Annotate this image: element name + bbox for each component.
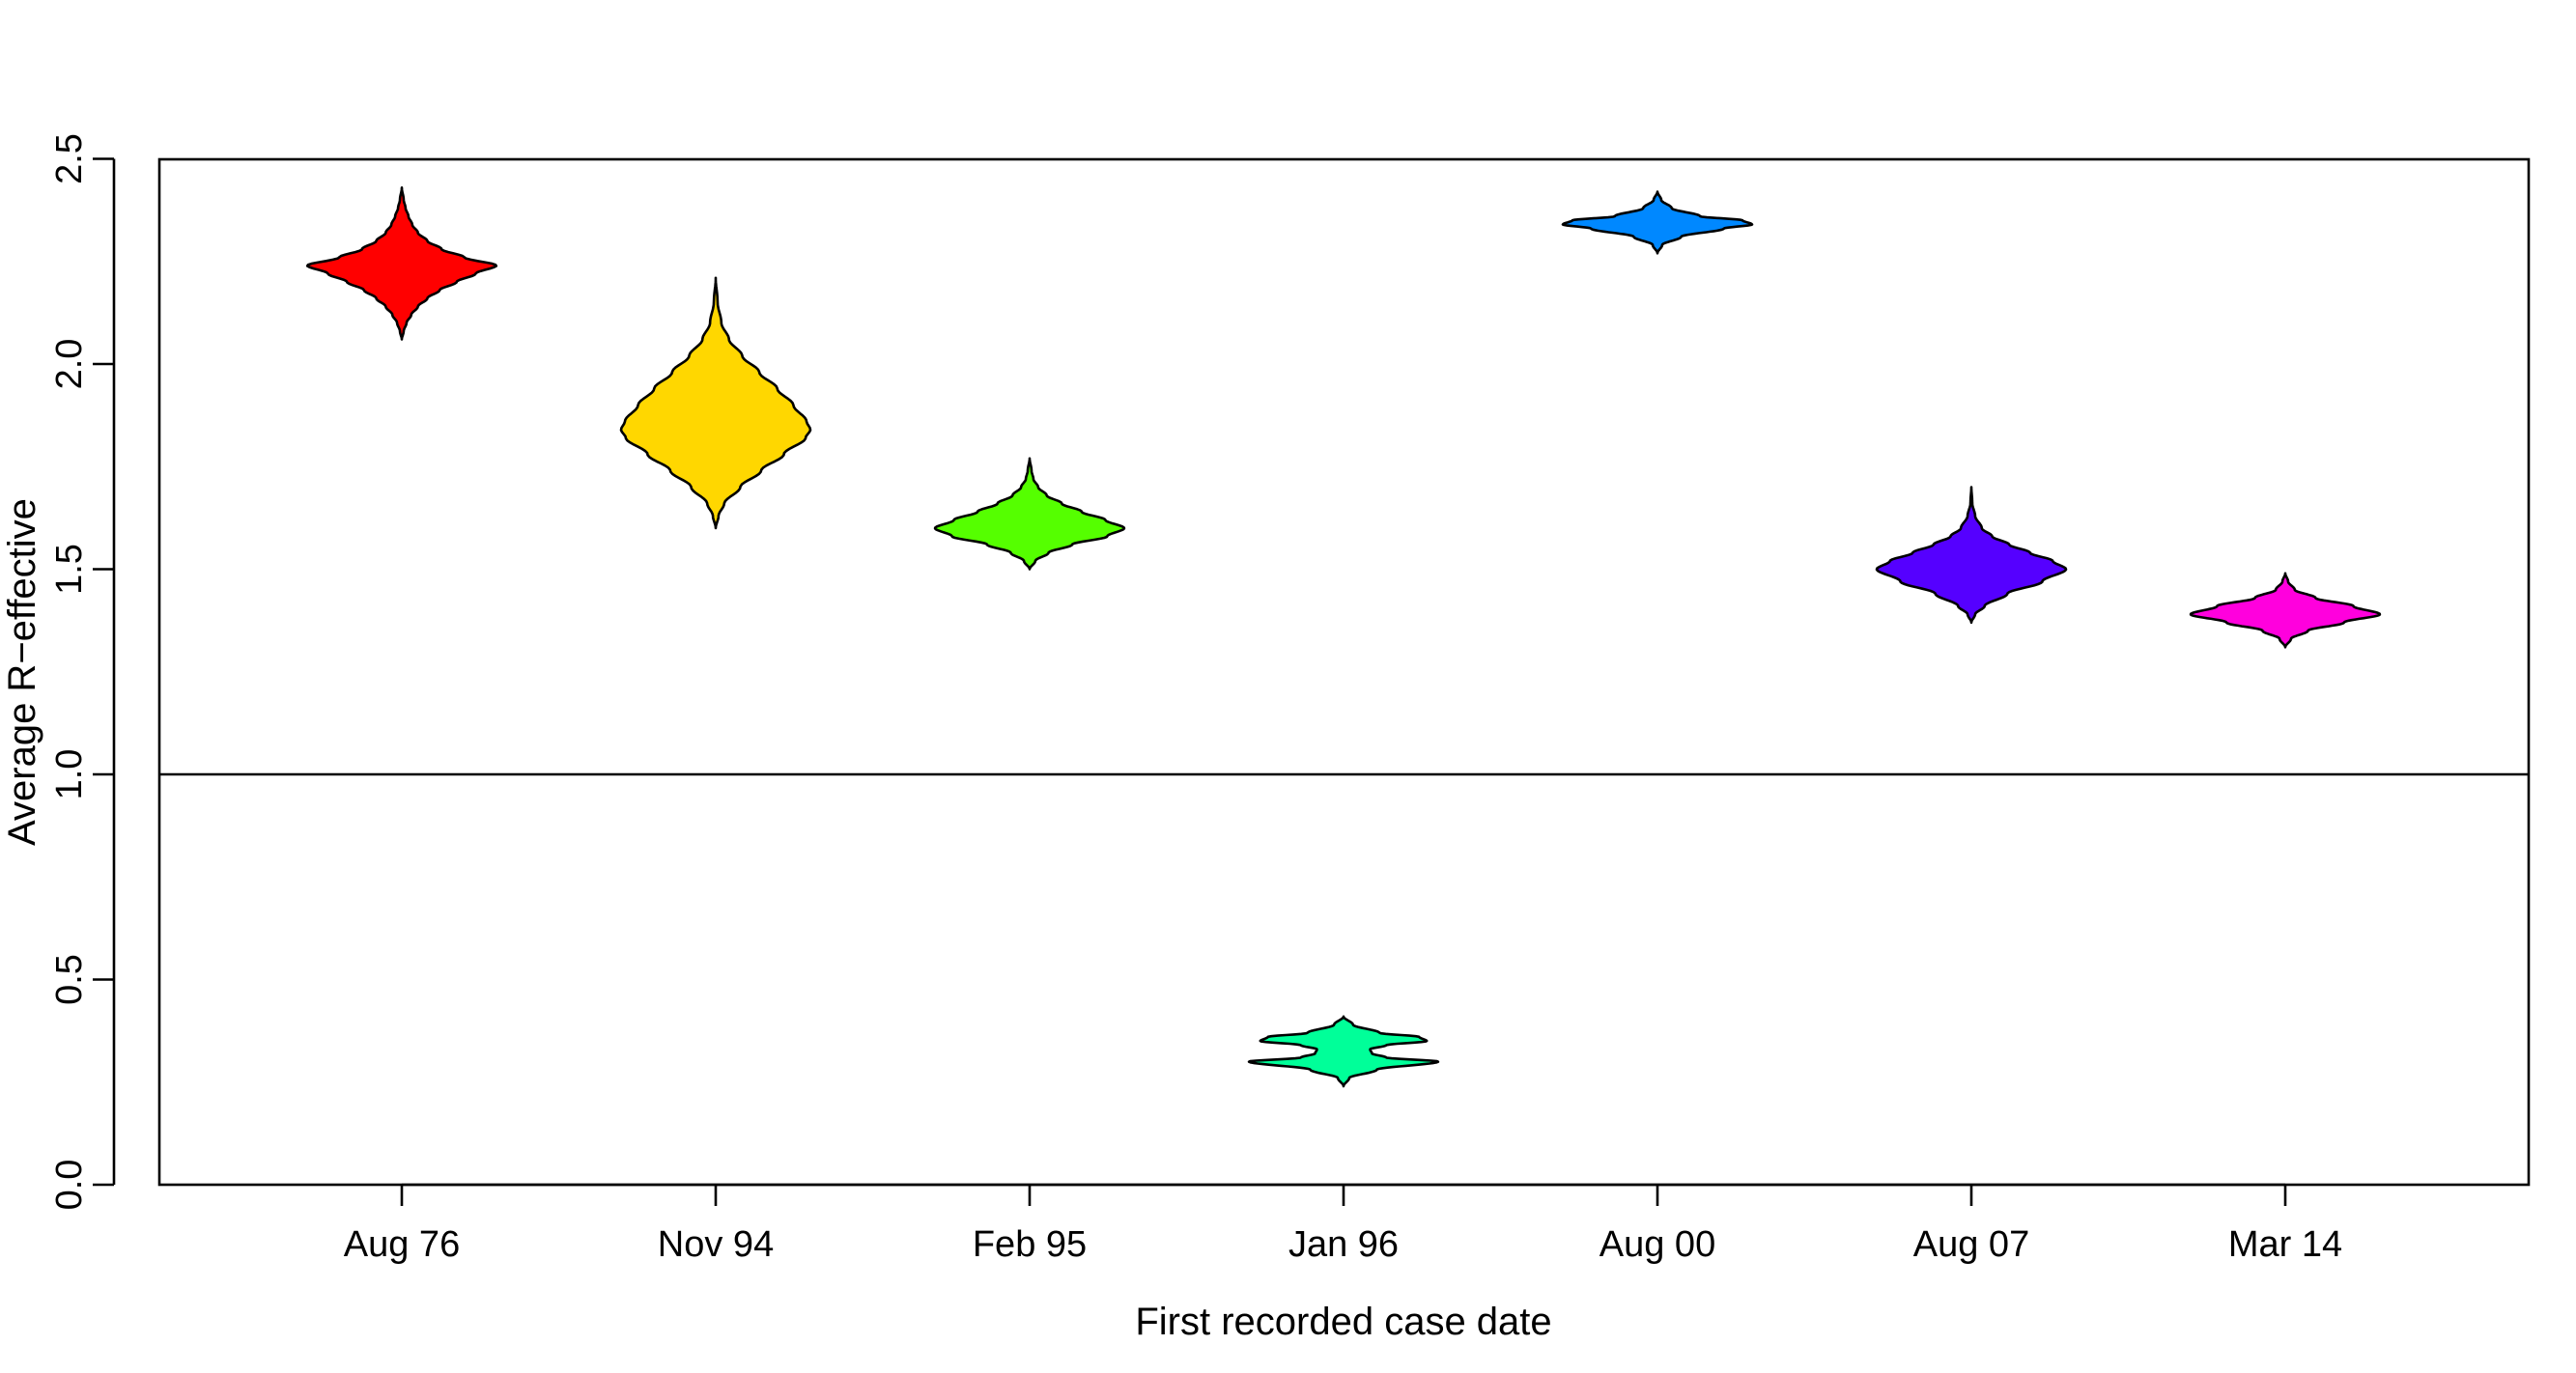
x-tick-label: Mar 14: [2228, 1224, 2342, 1265]
x-tick-label: Aug 00: [1599, 1224, 1715, 1265]
y-tick-label: 0.0: [49, 1160, 90, 1211]
violins-group: [305, 186, 2382, 1088]
violin-jan-96: [1247, 1015, 1440, 1088]
x-axis-title: First recorded case date: [1135, 1301, 1551, 1343]
x-tick-label: Aug 76: [344, 1224, 460, 1265]
y-tick-label: 1.5: [49, 544, 90, 595]
x-tick-label: Nov 94: [658, 1224, 774, 1265]
x-axis: Aug 76 Nov 94 Feb 95 Jan 96 Aug 00 Aug 07 Mar …: [344, 1183, 2342, 1265]
violin-aug-00: [1561, 190, 1754, 255]
y-axis-title: Average R−effective: [1, 498, 43, 846]
violin-aug-07: [1875, 486, 2068, 625]
x-tick-label: Jan 96: [1288, 1224, 1399, 1265]
x-tick-label: Feb 95: [973, 1224, 1087, 1265]
violin-feb-95: [933, 457, 1126, 571]
y-tick-label: 1.0: [49, 749, 90, 800]
x-tick-label: Aug 07: [1913, 1224, 2029, 1265]
violin-mar-14: [2189, 572, 2382, 649]
y-tick-label: 2.5: [49, 133, 90, 184]
y-axis: 0.0 0.5 1.0 1.5 2.0 2.5: [49, 133, 116, 1211]
violin-nov-94: [619, 276, 812, 530]
y-tick-label: 2.0: [49, 339, 90, 390]
violin-aug-76: [305, 186, 498, 341]
y-tick-label: 0.5: [49, 954, 90, 1005]
